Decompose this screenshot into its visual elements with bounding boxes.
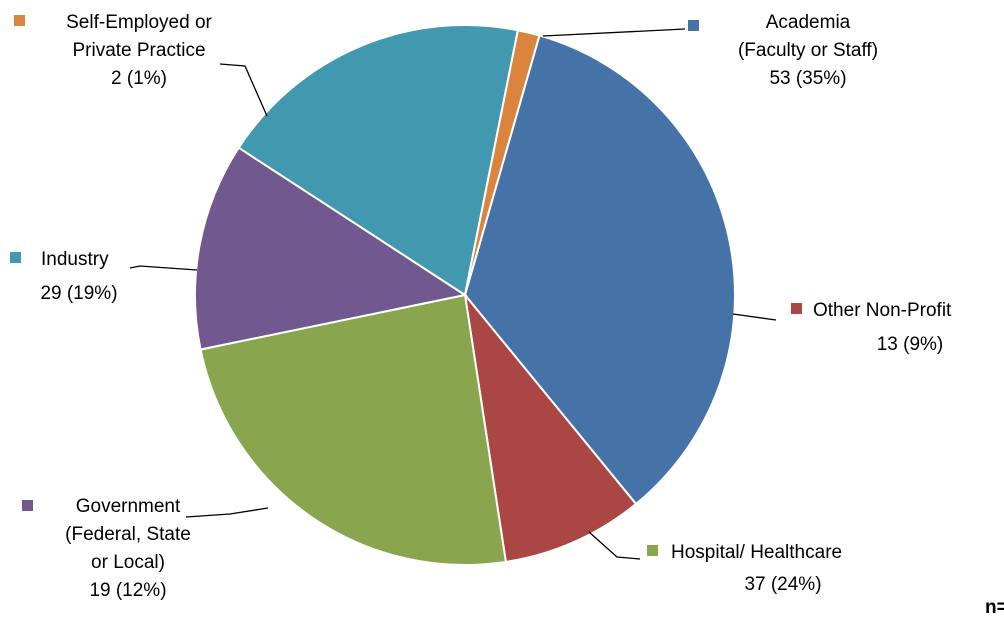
leader-lines <box>129 28 777 560</box>
sample-size-annotation: n= <box>985 597 1004 618</box>
slice-other-non-profit <box>463 291 638 564</box>
slice-government-federal-state-or-local <box>194 146 468 351</box>
label-other-non-profit-line-0: Other Non-Profit <box>813 300 952 321</box>
slice-industry <box>237 24 520 297</box>
legend-marker-self-employed-or-private-practice <box>14 15 25 26</box>
value-label-industry: 29 (19%) <box>40 283 117 304</box>
legend-marker-industry <box>10 252 21 263</box>
label-academia-faculty-or-staff-line-1: (Faculty or Staff) <box>738 40 878 61</box>
leader-other-non-profit <box>732 313 777 321</box>
legend-marker-academia-faculty-or-staff <box>688 20 699 31</box>
leader-industry <box>129 265 198 271</box>
leader-hospital-healthcare <box>588 531 641 560</box>
pie-slices <box>194 24 736 567</box>
label-government-federal-state-or-local-line-1: (Federal, State <box>65 524 191 545</box>
label-government-federal-state-or-local-line-0: Government <box>76 496 181 517</box>
legend-marker-other-non-profit <box>791 303 802 314</box>
slice-hospital-healthcare <box>199 293 508 567</box>
label-academia-faculty-or-staff-line-0: Academia <box>766 12 851 33</box>
label-government-federal-state-or-local-line-2: or Local) <box>91 552 165 573</box>
value-label-government-federal-state-or-local: 19 (12%) <box>89 580 166 601</box>
value-label-academia-faculty-or-staff: 53 (35%) <box>769 68 846 89</box>
value-label-self-employed-or-private-practice: 2 (1%) <box>111 68 167 89</box>
label-hospital-healthcare-line-0: Hospital/ Healthcare <box>671 542 842 563</box>
label-self-employed-or-private-practice-line-0: Self-Employed or <box>66 12 212 33</box>
leader-government-federal-state-or-local <box>185 507 269 518</box>
value-label-other-non-profit: 13 (9%) <box>877 334 944 355</box>
value-label-hospital-healthcare: 37 (24%) <box>744 574 821 595</box>
slice-labels: Academia (Faculty or Staff) 53 (35%) Other … <box>10 12 952 601</box>
legend-marker-hospital-healthcare <box>647 545 658 556</box>
slice-academia-faculty-or-staff <box>463 34 736 506</box>
label-industry-line-0: Industry <box>41 249 109 270</box>
slice-self-employed-or-private-practice <box>464 29 541 296</box>
leader-academia-faculty-or-staff <box>542 28 686 37</box>
legend-marker-government-federal-state-or-local <box>22 500 33 511</box>
leader-self-employed-or-private-practice <box>219 63 268 117</box>
label-self-employed-or-private-practice-line-1: Private Practice <box>72 40 205 61</box>
